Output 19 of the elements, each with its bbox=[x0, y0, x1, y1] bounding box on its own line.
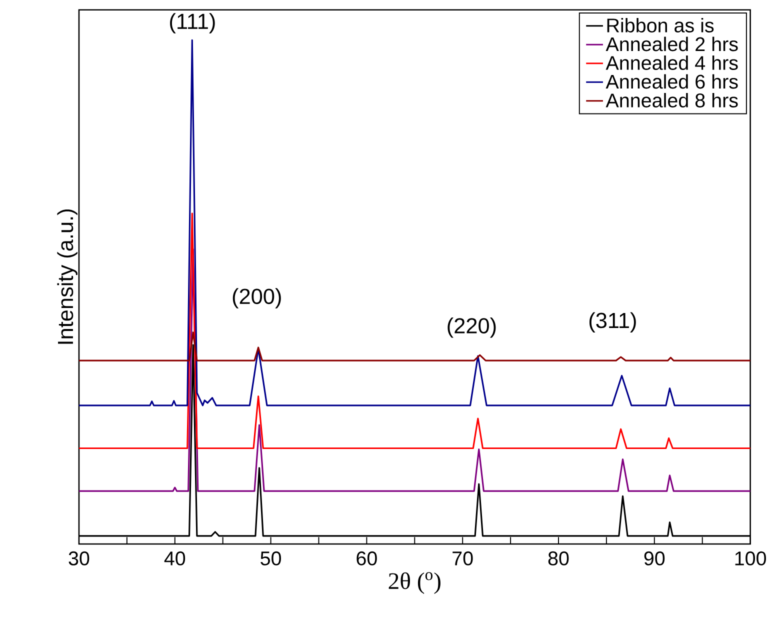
x-tick-label: 60 bbox=[356, 552, 377, 566]
annotation: (220) bbox=[448, 318, 496, 338]
x-tick-label: 90 bbox=[644, 552, 665, 566]
x-tick-label: 30 bbox=[68, 552, 90, 566]
x-tick-label: 70 bbox=[452, 552, 473, 566]
y-axis-title: Intensity (a.u.) bbox=[57, 210, 78, 344]
text: (111) bbox=[170, 13, 215, 34]
legend-label: Annealed 6 hrs bbox=[606, 74, 738, 89]
legend-label: Annealed 8 hrs bbox=[606, 93, 738, 108]
legend-label: Annealed 4 hrs bbox=[606, 56, 738, 70]
x-axis-title: 2θ ($^{o}$) bbox=[388, 572, 440, 594]
annotation: (311) bbox=[589, 312, 636, 333]
legend-label: Ribbon as is bbox=[607, 18, 714, 33]
x-tick-label: 100 bbox=[735, 552, 766, 566]
x-tick-label: 40 bbox=[164, 552, 186, 566]
annotation: (200) bbox=[232, 288, 281, 308]
legend-label: Annealed 2 hrs bbox=[606, 36, 738, 52]
x-tick-label: 80 bbox=[548, 552, 569, 566]
x-tick-label: 50 bbox=[260, 552, 281, 566]
